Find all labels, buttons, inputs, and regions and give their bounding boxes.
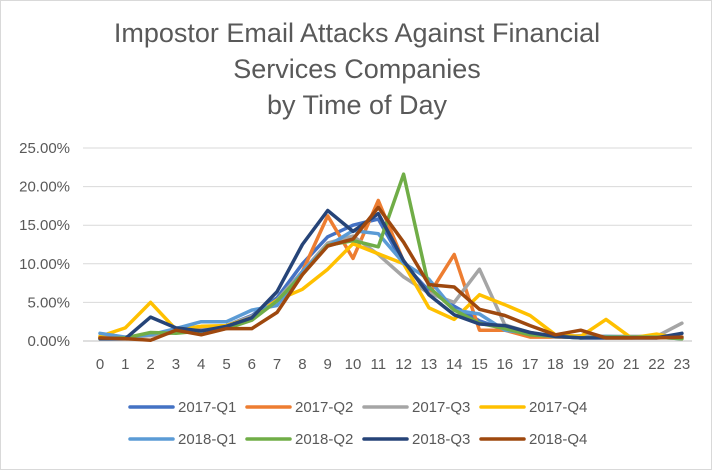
x-tick-label: 6: [248, 356, 256, 373]
chart-title-line-3: by Time of Day: [266, 90, 448, 120]
legend-label-2017-q4: 2017-Q4: [529, 399, 587, 416]
legend-label-2017-q1: 2017-Q1: [178, 399, 236, 416]
x-tick-label: 4: [197, 356, 205, 373]
x-tick-label: 5: [222, 356, 230, 373]
y-tick-label: 0.00%: [27, 333, 70, 350]
x-tick-label: 23: [674, 356, 691, 373]
x-tick-label: 8: [298, 356, 306, 373]
x-tick-label: 13: [421, 356, 438, 373]
series-line-2018-q2: [98, 172, 684, 341]
legend-label-2017-q2: 2017-Q2: [295, 399, 353, 416]
series-line-2017-q3: [98, 234, 684, 339]
series-line-2017-q4: [98, 241, 684, 341]
x-tick-label: 3: [172, 356, 180, 373]
legend-label-2018-q1: 2018-Q1: [178, 431, 236, 448]
x-tick-label: 19: [572, 356, 589, 373]
legend: 2017-Q1 2017-Q2 2017-Q3 2017-Q4 2018-Q1 2018-…: [128, 399, 587, 448]
x-tick-label: 16: [496, 356, 513, 373]
series-line-2018-q1: [98, 228, 684, 341]
x-tick-label: 11: [371, 356, 387, 373]
legend-label-2018-q4: 2018-Q4: [529, 431, 587, 448]
x-tick-label: 7: [273, 356, 281, 373]
y-tick-label: 15.00%: [19, 217, 70, 234]
legend-label-2018-q2: 2018-Q2: [295, 431, 353, 448]
y-tick-label: 10.00%: [19, 256, 70, 273]
x-tick-label: 20: [598, 356, 615, 373]
gridlines: [83, 147, 692, 342]
series-lines: [98, 172, 684, 342]
x-tick-label: 18: [547, 356, 564, 373]
legend-label-2018-q3: 2018-Q3: [412, 431, 470, 448]
x-axis-tick-labels: 0 1 2 3 4 5 6 7 8 9 10 11 12 13 14 15 16 17 18 19 20 21 22 23: [96, 356, 690, 373]
y-tick-label: 25.00%: [19, 140, 70, 157]
x-tick-label: 10: [345, 356, 362, 373]
chart-title: Impostor Email Attacks Against Financial…: [1, 15, 712, 123]
x-tick-label: 2: [146, 356, 154, 373]
x-tick-label: 17: [522, 356, 539, 373]
legend-label-2017-q3: 2017-Q3: [412, 399, 470, 416]
y-tick-label: 20.00%: [19, 179, 70, 196]
chart-title-line-2: Services Companies: [233, 54, 481, 84]
x-tick-label: 1: [121, 356, 129, 373]
y-tick-label: 5.00%: [27, 294, 70, 311]
x-tick-label: 21: [623, 356, 640, 373]
series-line-2017-q2: [98, 198, 684, 340]
x-tick-label: 9: [324, 356, 332, 373]
x-tick-label: 14: [446, 356, 463, 373]
series-line-2018-q4: [98, 205, 684, 342]
chart-title-line-1: Impostor Email Attacks Against Financial: [113, 18, 601, 48]
y-axis-tick-labels: 0.00% 5.00% 10.00% 15.00% 20.00% 25.00%: [19, 140, 70, 350]
x-tick-label: 15: [471, 356, 488, 373]
x-tick-label: 22: [648, 356, 665, 373]
x-tick-label: 0: [96, 356, 104, 373]
x-tick-label: 12: [395, 356, 412, 373]
series-line-2018-q3: [98, 208, 684, 341]
